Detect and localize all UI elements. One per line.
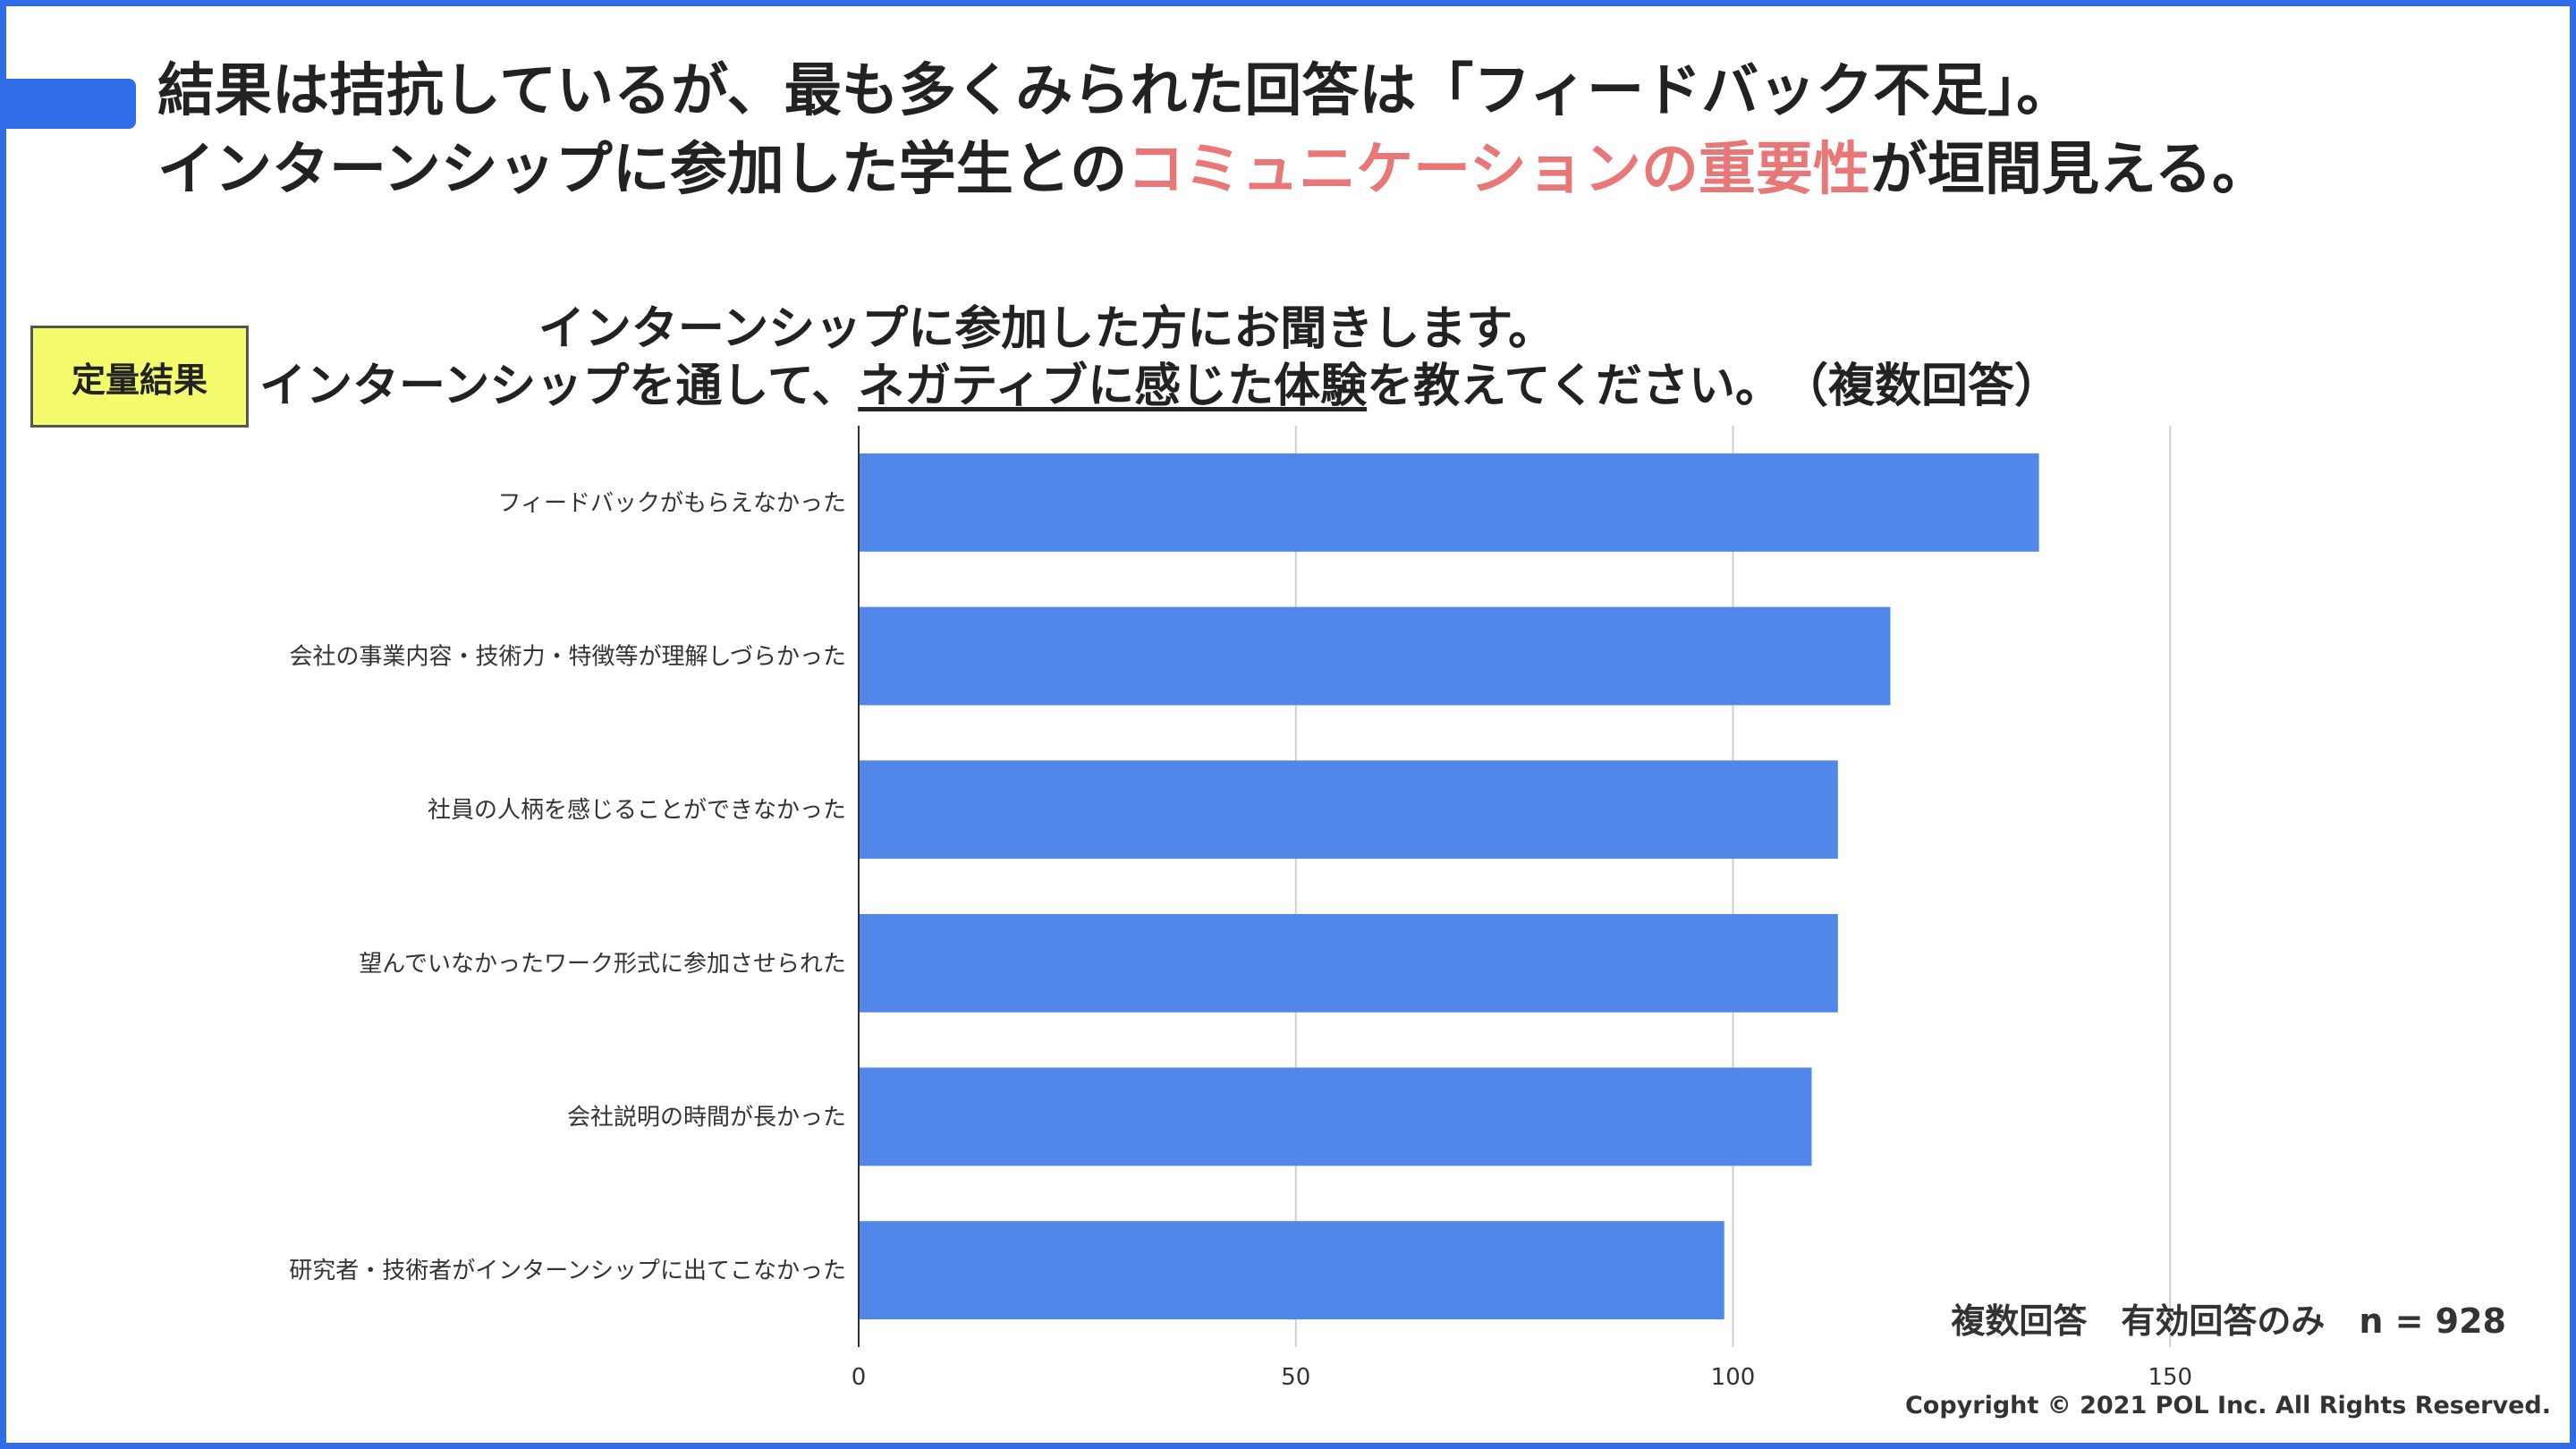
bar (859, 1067, 1812, 1166)
x-tick-label: 50 (1281, 1364, 1310, 1391)
copyright: Copyright © 2021 POL Inc. All Rights Res… (1904, 1392, 2551, 1419)
category-label: 会社の事業内容・技術力・特徴等が理解しづらかった (290, 644, 846, 671)
headline-line-2: インターンシップに参加した学生とのコミュニケーションの重要性が垣間見える。 (157, 131, 2269, 209)
question-line-2: インターンシップを通して、ネガティブに感じた体験を教えてください。 （複数回答） (259, 358, 2061, 415)
category-label: 望んでいなかったワーク形式に参加させられた (359, 951, 846, 978)
headline-line-1: 結果は拮抗しているが、最も多くみられた回答は「フィードバック不足」。 (157, 58, 2074, 124)
quantitative-result-tag: 定量結果 (30, 326, 249, 428)
bar (859, 606, 1891, 706)
question-line-1: インターンシップに参加した方にお聞きします。 (538, 302, 1555, 356)
headline-line-2-pre: インターンシップに参加した学生との (157, 137, 1128, 203)
x-tick-label: 0 (852, 1364, 867, 1391)
x-tick-label: 100 (1711, 1364, 1756, 1391)
accent-bar (0, 79, 136, 129)
bar (859, 1221, 1724, 1320)
bar (859, 760, 1838, 860)
question-line-2-post: を教えてください。 （複数回答） (1367, 360, 2061, 413)
survey-question: インターンシップに参加した方にお聞きします。 インターンシップを通して、ネガティ… (259, 301, 2061, 415)
headline-line-2-post: が垣間見える。 (1869, 137, 2269, 203)
bar (859, 913, 1838, 1013)
headline-highlight: コミュニケーションの重要性 (1127, 137, 1870, 203)
headline: 結果は拮抗しているが、最も多くみられた回答は「フィードバック不足」。 インターン… (157, 52, 2269, 209)
category-label: 研究者・技術者がインターンシップに出てこなかった (289, 1258, 846, 1284)
question-line-2-pre: インターンシップを通して、 (259, 360, 859, 413)
sample-size-note: 複数回答 有効回答のみ n = 928 (1951, 1301, 2506, 1341)
question-underlined: ネガティブに感じた体験 (858, 360, 1368, 413)
bar (859, 453, 2039, 552)
category-label: 社員の人柄を感じることができなかった (428, 797, 846, 824)
category-label: 会社説明の時間が長かった (567, 1105, 846, 1131)
category-label: フィードバックがもらえなかった (498, 490, 846, 517)
x-tick-label: 150 (2148, 1364, 2192, 1391)
